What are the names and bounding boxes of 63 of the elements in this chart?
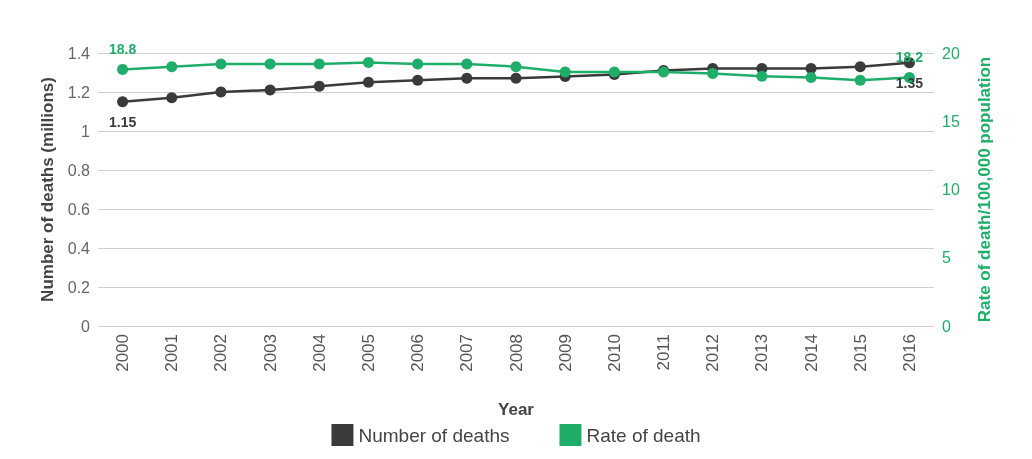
x-tick-label: 2010 [604, 334, 624, 372]
x-tick-label: 2003 [260, 334, 280, 372]
point [117, 96, 129, 108]
x-tick-label: 2008 [506, 334, 526, 372]
y-tick-label: 0.6 [67, 200, 91, 218]
y-tick-label: 0 [81, 317, 91, 335]
point [510, 72, 522, 84]
point [264, 84, 276, 96]
point [215, 58, 227, 70]
legend-label: Rate of death [586, 424, 701, 446]
x-tick-label: 2005 [358, 334, 378, 372]
y-axis-title: Number of deaths (millions) [38, 77, 57, 302]
x-tick-label: 2012 [703, 334, 723, 372]
y2-tick-label: 10 [942, 181, 960, 198]
point [313, 58, 325, 70]
y2-tick-label: 20 [942, 44, 960, 62]
x-tick-label: 2000 [113, 334, 133, 372]
point [166, 61, 178, 73]
y2-axis-title: Rate of death/100,000 population [975, 56, 994, 323]
point [412, 74, 424, 86]
point [559, 66, 571, 78]
y-tick-label: 0.8 [67, 161, 91, 179]
point [707, 67, 719, 79]
point [805, 72, 817, 84]
y-tick-label: 1.2 [67, 83, 91, 101]
point [756, 70, 768, 82]
point [362, 57, 374, 69]
point [264, 58, 276, 70]
point [461, 72, 473, 84]
point [215, 86, 227, 98]
x-tick-label: 2004 [309, 334, 329, 372]
y2-tick-label: 15 [942, 112, 960, 130]
point [117, 63, 129, 75]
x-tick-label: 2002 [211, 334, 231, 372]
x-tick-label: 2015 [850, 334, 870, 372]
y-tick-label: 0.4 [67, 239, 91, 257]
legend-label: Number of deaths [358, 424, 510, 446]
y-tick-label: 1.4 [67, 44, 91, 62]
y2-tick-label: 5 [942, 249, 951, 267]
x-tick-label: 2016 [899, 334, 919, 372]
x-tick-label: 2001 [162, 334, 182, 372]
y-tick-label: 1 [81, 122, 91, 140]
x-tick-label: 2011 [654, 334, 674, 371]
point [412, 58, 424, 70]
x-tick-label: 2014 [801, 334, 821, 372]
point [854, 61, 866, 73]
x-tick-label: 2013 [752, 334, 772, 372]
point [854, 74, 866, 86]
y-tick-label: 0.2 [67, 278, 91, 296]
x-tick-label: 2007 [457, 334, 477, 372]
point [313, 80, 325, 92]
x-tick-label: 2009 [555, 334, 575, 372]
point [510, 61, 522, 73]
x-axis-title: Year [498, 400, 535, 419]
data-label: 18.8 [108, 40, 137, 57]
data-label: 18.2 [895, 49, 924, 66]
data-label: 1.15 [108, 114, 137, 131]
point [461, 58, 473, 70]
y2-tick-label: 0 [942, 317, 951, 335]
point [166, 92, 178, 104]
data-label: 1.35 [895, 75, 924, 92]
point [362, 76, 374, 88]
x-tick-label: 2006 [408, 334, 428, 372]
